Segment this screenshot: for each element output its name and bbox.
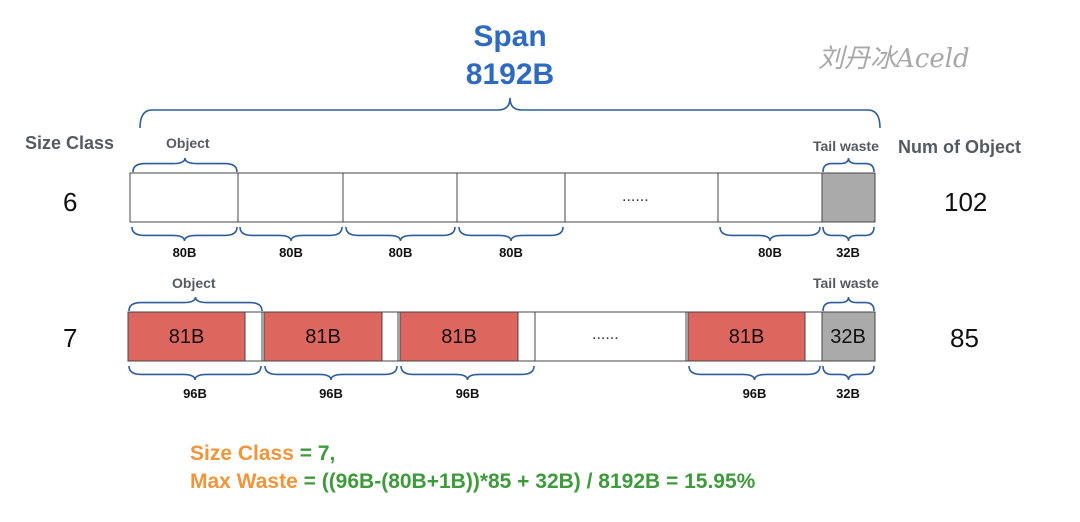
formula-size-class-value: = 7, [293,442,336,465]
row2-tail-label: Tail waste [813,275,879,291]
row2-size-brace [400,365,535,381]
row1-tail-size-brace [822,226,875,242]
row2-used-block [687,311,806,362]
row2-size-class: 7 [63,323,78,353]
span-brace [139,97,881,129]
row2-used-block [399,311,519,362]
row1-size-brace [458,226,564,242]
formula-line-1: Size Class = 7, [190,442,335,466]
row1-size-label: 80B [758,245,782,260]
formula-max-waste-label: Max Waste [190,470,298,493]
row1-span-bar [129,172,876,223]
span-title: Span [473,20,547,53]
row2-used-label: 81B [441,326,477,348]
row2-size-brace [688,365,821,381]
num-objects-header: Num of Object [898,137,1022,157]
row1-size-class: 6 [63,187,78,217]
row2-tail-label-in-block: 32B [830,326,866,348]
row1-num-objects: 102 [944,187,988,217]
row1-object-label: Object [166,135,210,151]
formula-max-waste-value: = ((96B-(80B+1B))*85 + 32B) / 8192B = 15… [297,470,756,493]
row2-used-label: 81B [168,326,205,348]
row2-tail-size-label: 32B [836,386,860,401]
row1-tail-label: Tail waste [813,138,879,154]
row2-ellipsis: ...... [592,326,619,343]
row1-size-label: 80B [499,245,523,260]
row1-size-brace [345,226,456,242]
row2-size-brace [264,365,398,381]
span-size: 8192B [465,58,555,91]
row1-size-label: 80B [172,245,197,260]
row1-size-label: 80B [388,245,413,260]
watermark: 刘丹冰Aceld [818,44,970,74]
row2-size-label: 96B [742,386,767,401]
row2-size-brace [128,365,262,381]
row1-tail-size-label: 32B [836,245,860,260]
row2-size-label: 96B [183,386,207,401]
size-class-header: Size Class [25,133,115,153]
row1-size-brace [719,226,821,242]
formula-line-2: Max Waste = ((96B-(80B+1B))*85 + 32B) / … [190,470,755,494]
row2-object-brace [128,296,263,312]
row2-num-objects: 85 [950,323,979,353]
row2-size-label: 96B [319,386,343,401]
row2-tail-brace [822,296,875,312]
row2-used-block [263,311,383,362]
row2-tail-size-brace [822,365,875,381]
row2-size-label: 96B [455,386,480,401]
row2-tail-waste-block [821,311,876,362]
row1-size-brace [239,226,343,242]
row1-tail-brace [822,157,875,173]
formula-size-class-label: Size Class [190,442,294,465]
row2-used-label: 81B [728,326,765,348]
row1-object-brace [132,157,238,173]
row1-tail-waste-block [821,172,876,223]
row1-size-label: 80B [279,245,303,260]
row2-object-label: Object [172,275,216,291]
row1-ellipsis: ...... [622,188,649,205]
row1-size-brace [131,226,238,242]
row2-used-label: 81B [305,326,341,348]
row2-used-block [127,311,246,362]
